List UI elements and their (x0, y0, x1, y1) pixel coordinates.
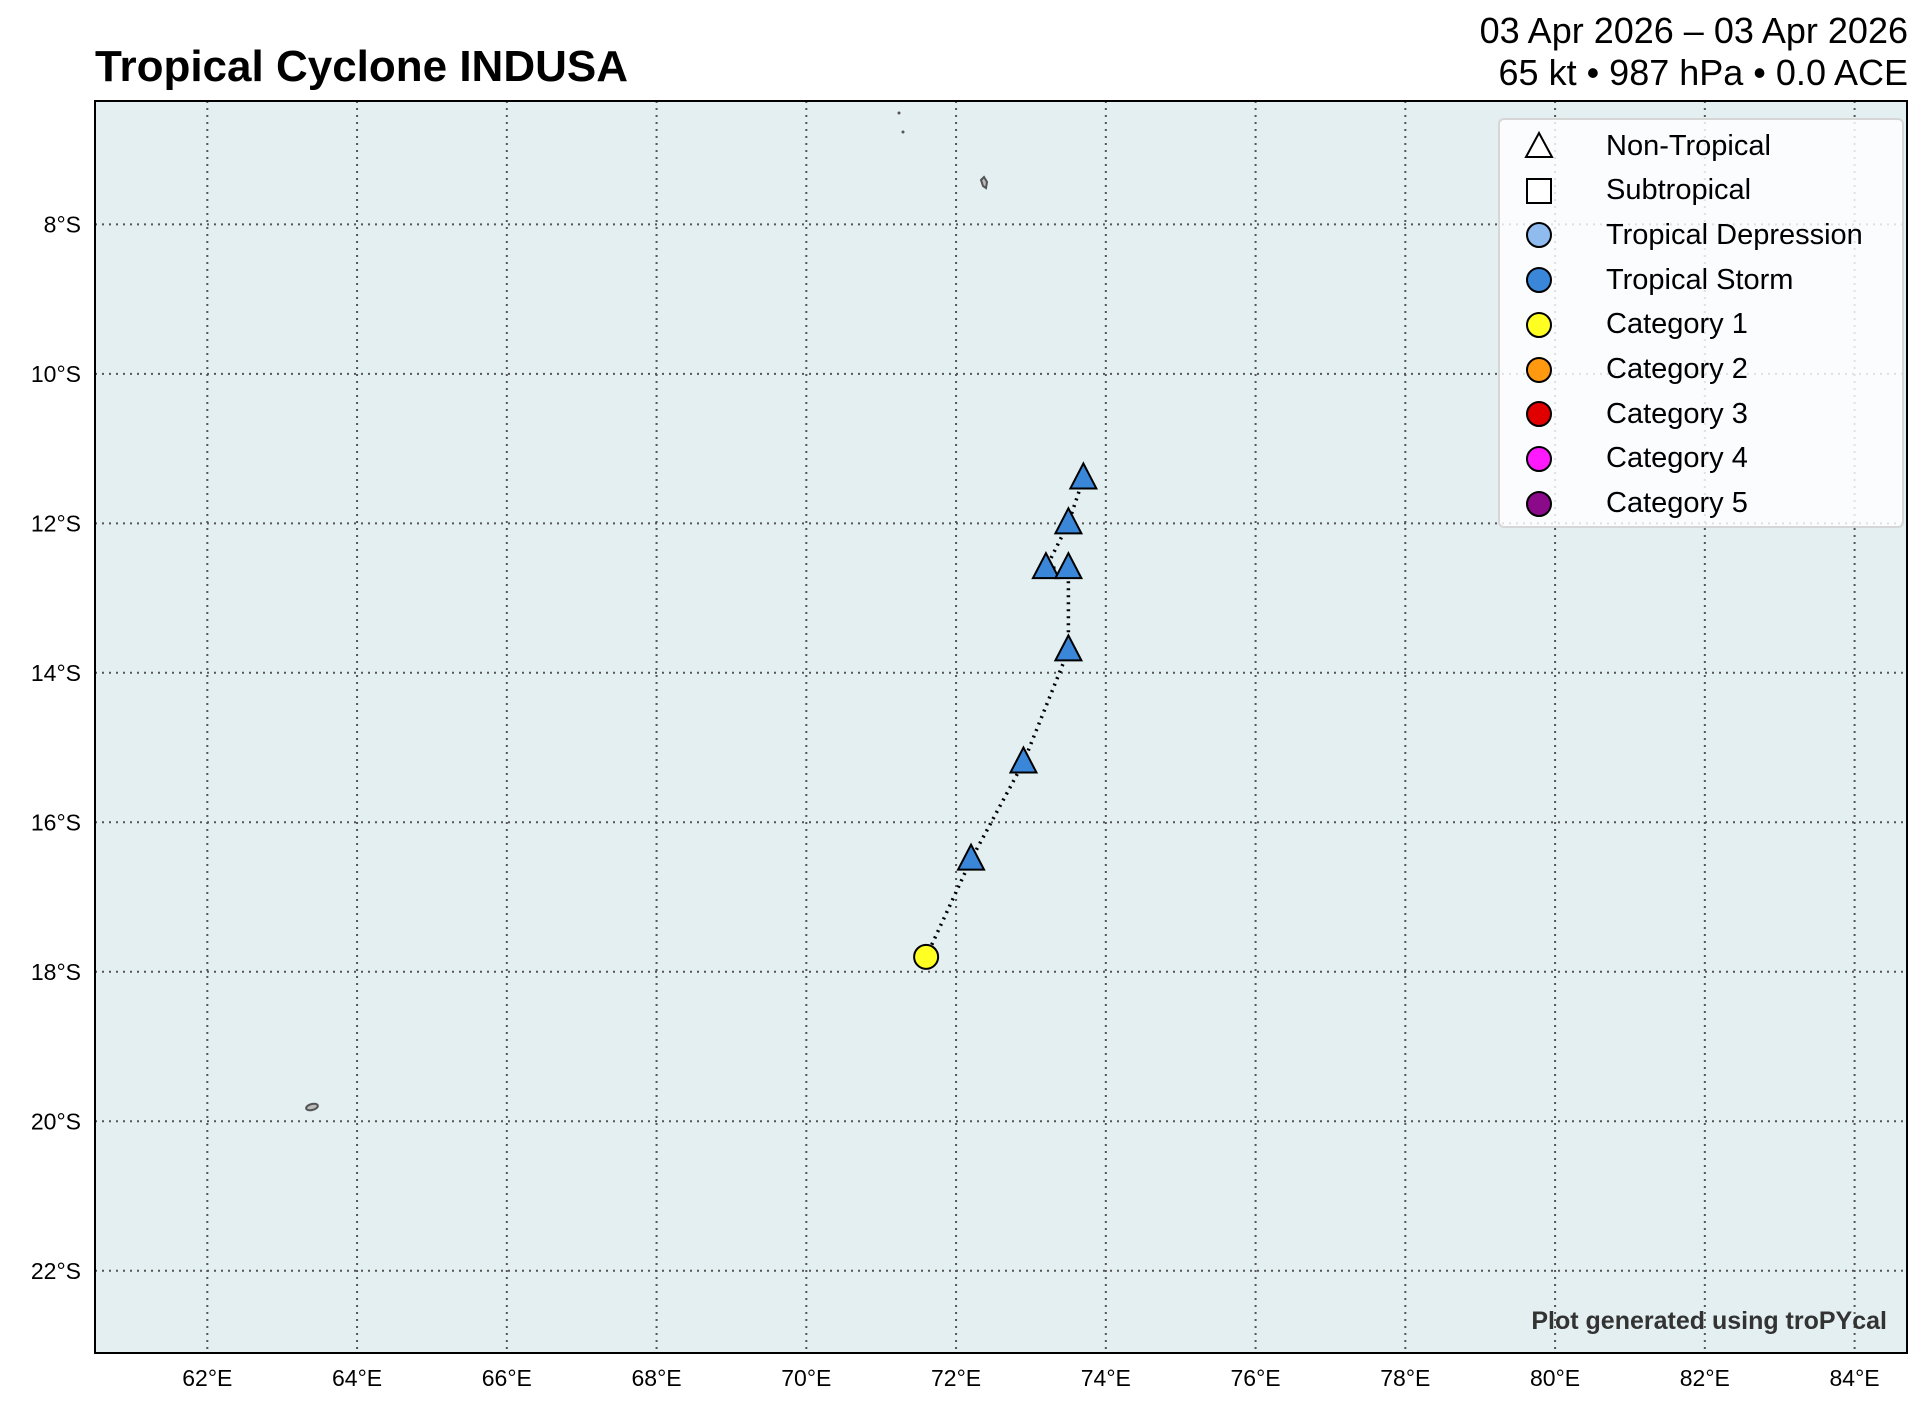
circle-icon (1522, 263, 1556, 297)
legend-label: Tropical Depression (1606, 218, 1863, 251)
square-icon (1522, 174, 1556, 208)
legend: Non-Tropical Subtropical Tropical Depressi… (1498, 118, 1904, 528)
legend-item: Subtropical (1522, 171, 1751, 211)
legend-label: Subtropical (1606, 174, 1752, 207)
x-tick-label: 72°E (931, 1365, 981, 1391)
legend-label: Tropical Storm (1606, 263, 1794, 296)
y-tick-label: 16°S (31, 809, 81, 835)
circle-icon (1522, 397, 1556, 431)
y-tick-label: 18°S (31, 959, 81, 985)
track-point-triangle (1053, 633, 1084, 662)
legend-item: Tropical Storm (1522, 260, 1793, 300)
track-point-triangle (1031, 550, 1061, 580)
legend-item: Category 2 (1522, 350, 1748, 390)
x-tick-label: 78°E (1380, 1365, 1430, 1391)
storm-stats: 65 kt • 987 hPa • 0.0 ACE (1498, 52, 1908, 93)
legend-item: Category 1 (1522, 305, 1748, 345)
legend-label: Category 3 (1606, 397, 1748, 430)
y-tick-labels: 8°S 10°S 12°S 14°S 16°S 18°S 20°S 22°S (31, 211, 81, 1283)
legend-item: Category 5 (1522, 484, 1748, 524)
x-tick-label: 62°E (182, 1365, 232, 1391)
x-tick-label: 82°E (1680, 1365, 1730, 1391)
x-tick-label: 76°E (1231, 1365, 1281, 1391)
legend-label: Category 4 (1606, 442, 1748, 475)
circle-icon (1522, 218, 1556, 252)
track-point-circle (913, 943, 940, 970)
legend-label: Category 2 (1606, 353, 1748, 385)
x-tick-label: 84°E (1830, 1365, 1880, 1391)
track-markers (913, 461, 1099, 970)
circle-icon (1522, 308, 1556, 342)
storm-summary: 03 Apr 2026 – 03 Apr 2026 65 kt • 987 hP… (1480, 10, 1908, 94)
island (901, 130, 905, 134)
y-tick-label: 20°S (31, 1108, 81, 1134)
track-point-triangle (1053, 506, 1084, 535)
track-line (924, 477, 1086, 958)
x-tick-label: 68°E (632, 1365, 682, 1391)
legend-item: Non-Tropical (1522, 126, 1771, 166)
island (305, 1102, 319, 1112)
credit-text: Plot generated using troPYcal (1531, 1307, 1887, 1335)
track-point-triangle (1053, 550, 1084, 580)
page-title: Tropical Cyclone INDUSA (95, 42, 629, 91)
legend-label: Category 1 (1606, 308, 1748, 341)
map-grid (95, 101, 1907, 1353)
circle-icon (1522, 442, 1556, 476)
date-range: 03 Apr 2026 – 03 Apr 2026 (1479, 10, 1908, 51)
x-tick-label: 64°E (332, 1365, 382, 1391)
x-tick-label: 66°E (482, 1365, 532, 1391)
x-tick-label: 74°E (1081, 1365, 1131, 1391)
legend-item: Category 4 (1522, 439, 1748, 479)
track-point-triangle (1008, 745, 1039, 774)
x-tick-label: 70°E (781, 1365, 831, 1391)
legend-item: Tropical Depression (1522, 215, 1863, 255)
circle-icon (1522, 487, 1556, 521)
island (979, 175, 989, 190)
islands (305, 111, 989, 1112)
y-tick-label: 8°S (44, 211, 81, 237)
x-tick-label: 80°E (1530, 1365, 1580, 1391)
legend-label: Category 5 (1606, 487, 1748, 520)
track-point-triangle (1068, 461, 1099, 490)
island (897, 111, 901, 115)
legend-label: Non-Tropical (1606, 129, 1771, 162)
y-tick-label: 10°S (31, 361, 81, 387)
circle-icon (1522, 353, 1556, 387)
y-tick-label: 12°S (31, 510, 81, 536)
y-tick-label: 22°S (31, 1258, 81, 1284)
legend-item: Category 3 (1522, 394, 1748, 434)
map-frame (94, 100, 1908, 1354)
y-tick-label: 14°S (31, 660, 81, 686)
track-point-triangle (956, 842, 986, 871)
triangle-icon (1522, 129, 1556, 163)
x-tick-labels: 62°E 64°E 66°E 68°E 70°E 72°E 74°E 76°E 78°E 80°E… (182, 1365, 1879, 1391)
